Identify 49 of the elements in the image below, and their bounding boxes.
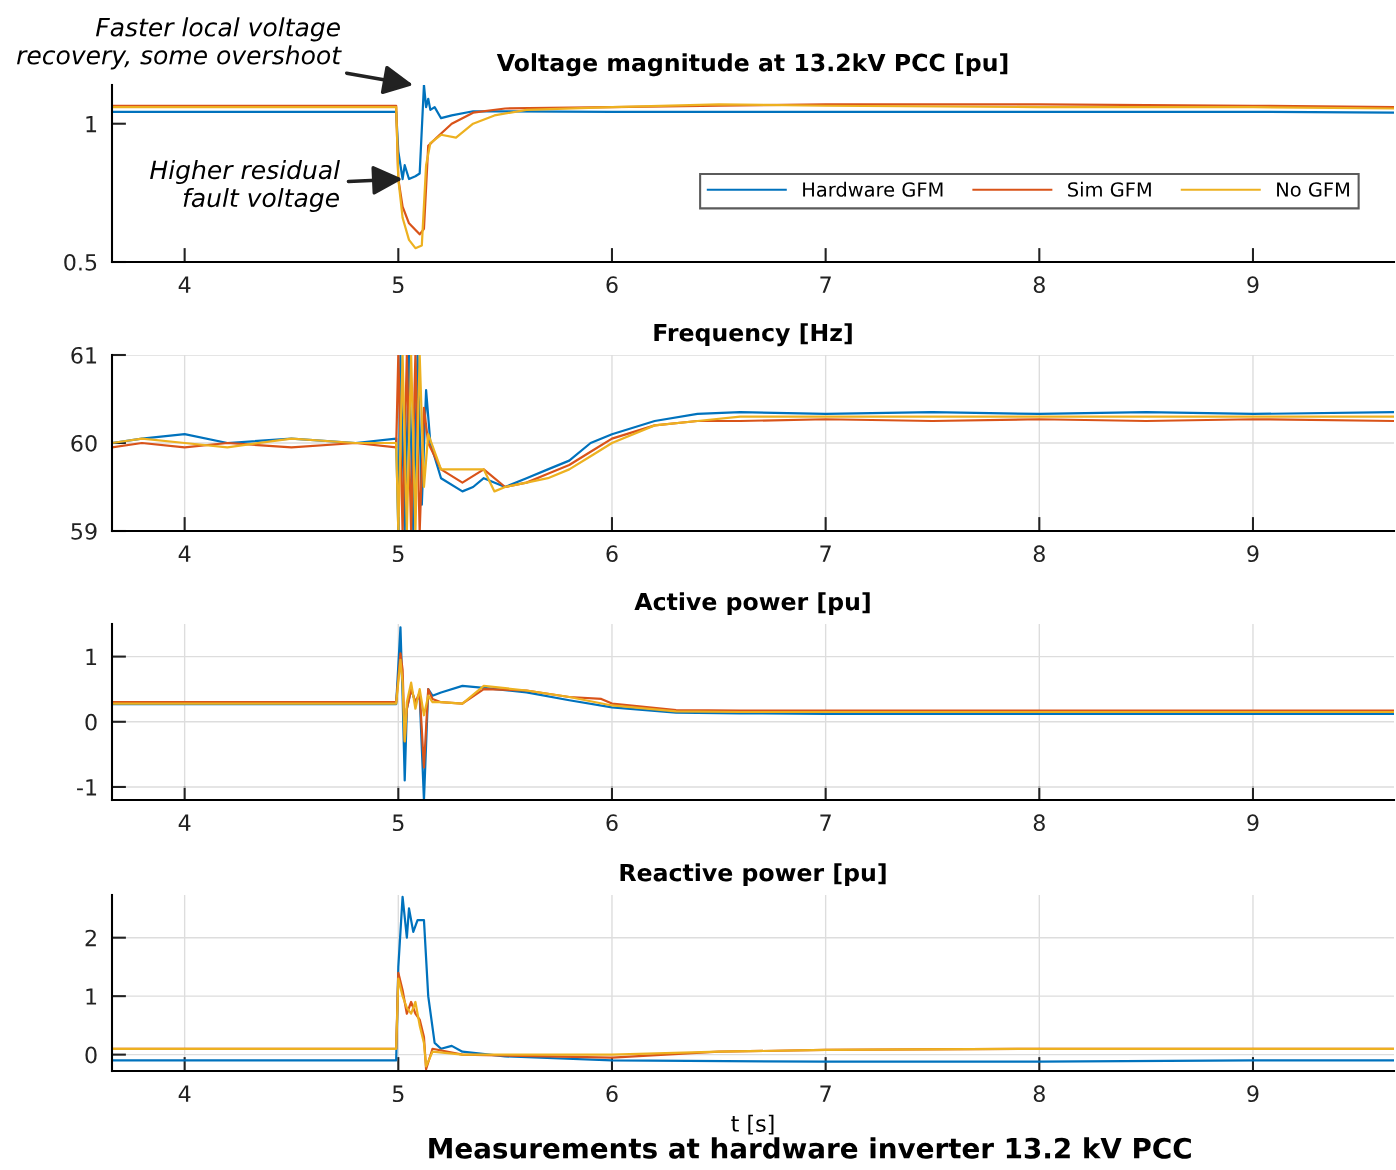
x-tick-label: 9 bbox=[1247, 814, 1259, 832]
x-tick-label: 4 bbox=[178, 1085, 191, 1102]
y-tick-label: 1 bbox=[86, 115, 97, 133]
x-tick-label: 8 bbox=[1033, 1085, 1045, 1103]
x-tick-label: 4 bbox=[178, 814, 191, 831]
y-tick-label: 1 bbox=[86, 648, 97, 666]
x-tick-label: 4 bbox=[178, 545, 191, 562]
y-tick-label: 1 bbox=[86, 988, 97, 1005]
y-tick-label: 59 bbox=[71, 522, 97, 540]
x-tick-label: 9 bbox=[1247, 545, 1259, 563]
y-tick-label: 0 bbox=[85, 713, 97, 731]
chart-title: Active power [pu] bbox=[634, 592, 870, 616]
x-tick-label: 5 bbox=[392, 1085, 404, 1103]
x-tick-label: 4 bbox=[178, 276, 191, 293]
x-tick-label: 9 bbox=[1247, 276, 1259, 294]
x-tick-label: 9 bbox=[1247, 1085, 1259, 1103]
x-tick-label: 6 bbox=[606, 545, 618, 563]
x-tick-label: 8 bbox=[1033, 814, 1045, 832]
y-tick-label: 61 bbox=[71, 346, 97, 364]
x-tick-label: 7 bbox=[820, 1085, 831, 1102]
x-tick-label: 6 bbox=[606, 814, 618, 832]
x-tick-label: 5 bbox=[392, 545, 404, 563]
legend-label: Hardware GFM bbox=[803, 181, 943, 197]
text: Faster local voltage recovery, some overshoot bbox=[17, 17, 342, 70]
x-tick-label: 7 bbox=[820, 276, 831, 293]
x-tick-label: 6 bbox=[606, 276, 618, 294]
y-tick-label: 2 bbox=[85, 929, 96, 947]
legend-label: No GFM bbox=[1277, 182, 1349, 197]
line-series bbox=[112, 652, 1394, 769]
x-tick-label: 7 bbox=[820, 814, 831, 831]
chart-title: Voltage magnitude at 13.2kV PCC [pu] bbox=[496, 53, 1008, 77]
y-tick-label: 60 bbox=[71, 434, 97, 452]
y-tick-label: 0 bbox=[85, 1046, 97, 1064]
x-tick-label: 7 bbox=[820, 545, 831, 562]
line-series bbox=[112, 658, 1394, 743]
x-tick-label: 5 bbox=[392, 276, 404, 294]
y-tick-label: -1 bbox=[77, 779, 97, 796]
legend-label: Sim GFM bbox=[1068, 181, 1151, 197]
x-axis-title: t [s] bbox=[731, 1114, 774, 1135]
x-tick-label: 6 bbox=[606, 1085, 618, 1103]
annotation: Higher residual fault voltage bbox=[150, 159, 340, 213]
text: Measurements at hardware inverter 13.2 kV PCC bbox=[429, 1137, 1191, 1159]
line-series bbox=[112, 895, 1394, 1063]
x-tick-label: 8 bbox=[1033, 545, 1045, 563]
chart-title: Frequency [Hz] bbox=[654, 323, 852, 347]
x-tick-label: 5 bbox=[392, 814, 404, 832]
chart-title: Reactive power [pu] bbox=[620, 863, 886, 887]
y-tick-label: 0.5 bbox=[64, 253, 97, 271]
x-tick-label: 8 bbox=[1033, 276, 1045, 294]
